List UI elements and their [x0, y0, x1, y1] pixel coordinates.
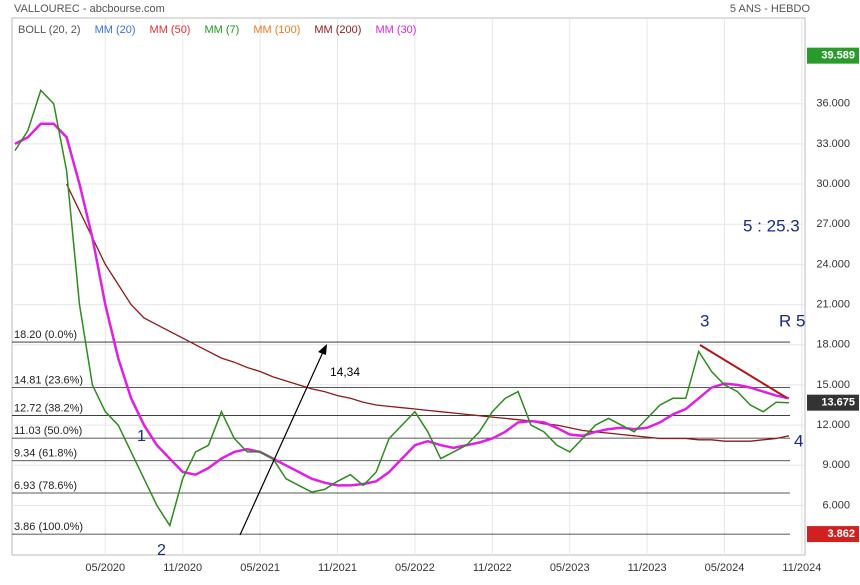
price-tag-label: 3.862	[827, 528, 855, 540]
fib-label: 18.20 (0.0%)	[14, 329, 77, 341]
y-tick-label: 6.000	[822, 499, 850, 511]
y-tick-label: 15.000	[816, 379, 850, 391]
y-tick-label: 21.000	[816, 298, 850, 310]
annotation: 1	[137, 428, 146, 445]
x-tick-label: 11/2023	[628, 562, 667, 574]
legend-entry: MM (50)	[150, 24, 191, 36]
fib-label: 6.93 (78.6%)	[14, 480, 77, 492]
annotation: 4	[794, 431, 803, 450]
chart-title: VALLOUREC - abcbourse.com	[14, 3, 165, 15]
fib-label: 14.81 (23.6%)	[14, 374, 83, 386]
chart-subtitle: 5 ANS - HEBDO	[730, 3, 811, 15]
x-tick-label: 11/2021	[318, 562, 357, 574]
price-tag-label: 13.675	[821, 397, 855, 409]
legend-entry: MM (20)	[95, 24, 136, 36]
x-tick-label: 11/2024	[782, 562, 821, 574]
y-tick-label: 33.000	[816, 138, 850, 150]
price-tag	[807, 526, 859, 543]
y-tick-label: 12.000	[816, 419, 850, 431]
fib-label: 9.34 (61.8%)	[14, 448, 77, 460]
annotation: 2	[157, 542, 166, 559]
fib-label: 12.72 (38.2%)	[14, 402, 83, 414]
annotation: 3	[700, 311, 709, 330]
fib-label: 11.03 (50.0%)	[14, 425, 82, 437]
x-tick-label: 05/2020	[85, 562, 125, 574]
legend-entry: MM (200)	[314, 24, 361, 36]
legend-entry: MM (100)	[253, 24, 300, 36]
price-line	[14, 88, 790, 528]
x-tick-label: 11/2022	[473, 562, 512, 574]
annotation: R 5	[779, 311, 805, 330]
x-tick-label: 05/2022	[395, 562, 435, 574]
ma-line	[66, 183, 790, 442]
fib-label: 3.86 (100.0%)	[14, 521, 83, 533]
arrow-head	[318, 344, 327, 355]
y-tick-label: 30.000	[816, 178, 850, 190]
legend-entry: MM (7)	[204, 24, 239, 36]
y-tick-label: 24.000	[816, 258, 850, 270]
y-tick-label: 27.000	[816, 218, 850, 230]
y-tick-label: 18.000	[816, 339, 850, 351]
x-tick-label: 11/2020	[163, 562, 202, 574]
x-tick-label: 05/2024	[705, 562, 745, 574]
x-tick-label: 05/2021	[240, 562, 280, 574]
y-tick-label: 36.000	[816, 98, 850, 110]
trend-line	[699, 344, 788, 399]
price-tag	[807, 47, 859, 64]
price-tag-label: 39.589	[821, 50, 855, 62]
y-tick-label: 9.000	[822, 459, 850, 471]
annotation: 14,34	[330, 365, 360, 379]
x-tick-label: 05/2023	[550, 562, 590, 574]
legend-entry: MM (30)	[375, 24, 416, 36]
ma-line	[14, 122, 790, 487]
price-tag	[807, 394, 859, 411]
annotation: 5 : 25.3	[743, 216, 800, 235]
arrow-line	[239, 351, 324, 536]
legend-entry: BOLL (20, 2)	[18, 24, 81, 36]
plot-area	[11, 17, 806, 556]
